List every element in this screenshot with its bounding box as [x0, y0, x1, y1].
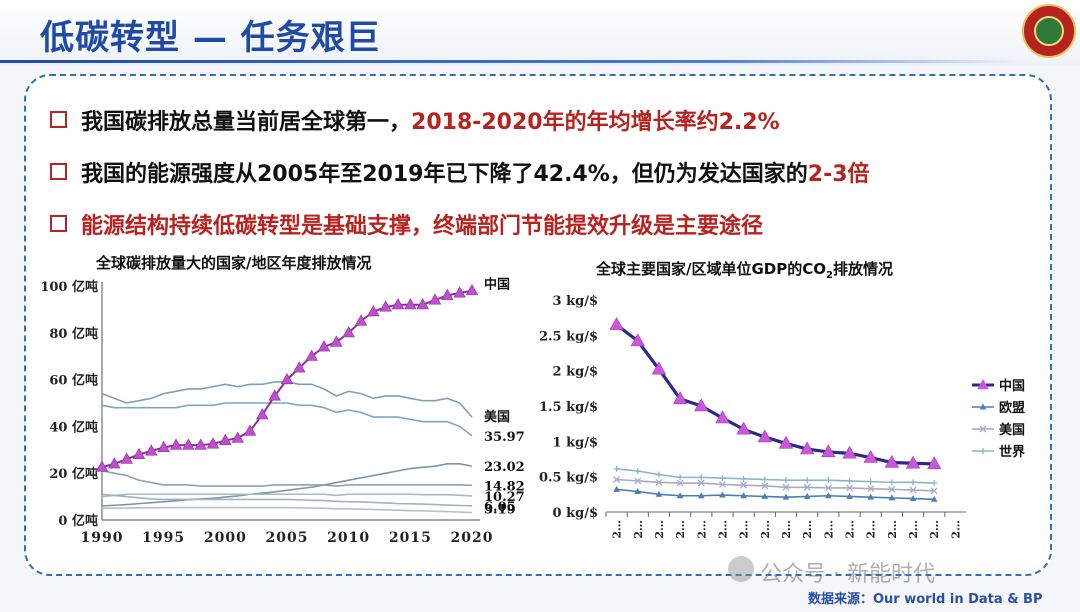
bullet-1: 我国碳排放总量当前居全球第一，2018-2020年的年均增长率约2.2%	[50, 104, 780, 136]
bullet-2: 我国的能源强度从2005年至2019年已下降了42.4%，但仍为发达国家的2-3…	[50, 156, 870, 188]
end-label: 中国	[484, 277, 510, 293]
data-point	[355, 315, 366, 325]
page-title: 低碳转型 — 任务艰巨	[40, 10, 381, 59]
end-label: 美国	[484, 409, 510, 425]
x-tick-label: 2…	[695, 520, 708, 539]
bullet-square-icon	[50, 111, 67, 128]
series-line	[617, 469, 935, 483]
data-point	[825, 477, 831, 483]
data-source: 数据来源：Our world in Data & BP	[808, 588, 1043, 607]
series-line	[102, 494, 472, 496]
x-tick-label: 2020	[451, 530, 494, 546]
legend-label: 美国	[999, 422, 1025, 438]
title-underline	[0, 60, 1020, 63]
x-tick-label: 2…	[949, 520, 962, 539]
watermark: 公众号 · 新能时代	[760, 556, 935, 588]
legend-marker	[980, 448, 986, 454]
series-line	[617, 479, 935, 490]
bullet-3: 能源结构持续低碳转型是基础支撑，终端部门节能提效升级是主要途径	[50, 208, 763, 240]
wechat-icon	[728, 556, 754, 582]
bullet-highlight: 2-3倍	[808, 162, 870, 187]
series-line	[617, 325, 935, 464]
data-point	[656, 472, 662, 478]
x-tick-label: 2…	[928, 520, 941, 539]
data-point	[614, 466, 620, 472]
y-tick-label: 3 kg/$	[553, 294, 598, 309]
bullet-text: 我国碳排放总量当前居全球第一，	[81, 110, 411, 135]
end-label: 23.02	[484, 460, 525, 475]
data-point	[306, 350, 317, 360]
x-tick-label: 1995	[142, 530, 185, 546]
data-point	[232, 432, 243, 442]
chart2-intensity: 0 kg/$ 0.5 kg/$ 1 kg/$ 1.5 kg/$ 2 kg/$ 2.5 kg…	[530, 270, 1030, 570]
end-label: 3.19	[484, 503, 516, 518]
data-point	[331, 336, 342, 346]
data-point	[762, 476, 768, 482]
y-tick-label: 0 kg/$	[553, 506, 598, 521]
legend-label: 中国	[999, 378, 1025, 394]
bullet-highlight: 2018-2020年的年均增长率约2.2%	[411, 110, 780, 135]
x-tick-label: 2…	[738, 520, 751, 539]
x-tick-label: 2…	[886, 520, 899, 539]
bullet-square-icon	[50, 215, 67, 232]
x-tick-label: 2…	[822, 520, 835, 539]
x-tick-label: 2000	[204, 530, 247, 546]
y-tick-label: 60 亿吨	[49, 373, 98, 389]
x-tick-label: 2…	[844, 520, 857, 539]
data-point	[741, 476, 747, 482]
y-tick-label: 100 亿吨	[40, 279, 98, 295]
y-tick-label: 0 亿吨	[58, 513, 98, 529]
y-tick-label: 2 kg/$	[553, 365, 598, 380]
x-tick-label: 2…	[674, 520, 687, 539]
x-tick-label: 2005	[266, 530, 309, 546]
x-tick-label: 2…	[632, 520, 645, 539]
y-tick-label: 1.5 kg/$	[539, 400, 598, 415]
x-tick-label: 2…	[801, 520, 814, 539]
series-line	[102, 508, 472, 513]
y-tick-label: 0.5 kg/$	[539, 471, 598, 486]
x-tick-label: 2…	[907, 520, 920, 539]
x-tick-label: 2…	[611, 520, 624, 539]
series-line	[102, 494, 472, 506]
y-tick-label: 40 亿吨	[49, 419, 98, 435]
data-point	[610, 318, 623, 330]
y-tick-label: 20 亿吨	[49, 466, 98, 482]
data-point	[783, 477, 789, 483]
legend-label: 欧盟	[999, 400, 1025, 416]
bullet-square-icon	[50, 163, 67, 180]
data-point	[698, 474, 704, 480]
series-line	[102, 471, 472, 486]
x-tick-label: 2…	[716, 520, 729, 539]
emblem-logo	[1022, 4, 1076, 58]
data-point	[635, 468, 641, 474]
bullet-text: 我国的能源强度从2005年至2019年已下降了42.4%，但仍为发达国家的	[81, 162, 808, 187]
y-tick-label: 1 kg/$	[553, 435, 598, 450]
x-tick-label: 2010	[327, 530, 370, 546]
x-tick-label: 2…	[780, 520, 793, 539]
data-point	[719, 475, 725, 481]
legend-label: 世界	[999, 444, 1025, 460]
x-tick-label: 1990	[81, 530, 124, 546]
x-tick-label: 2…	[653, 520, 666, 539]
data-point	[847, 478, 853, 484]
x-tick-label: 2015	[389, 530, 432, 546]
end-label: 35.97	[484, 430, 525, 445]
data-point	[804, 477, 810, 483]
data-point	[931, 480, 937, 486]
data-point	[889, 479, 895, 485]
chart1-emissions: 0 亿吨 20 亿吨 40 亿吨 60 亿吨 80 亿吨 100 亿吨 1990 1995 20…	[20, 270, 540, 570]
data-point	[466, 285, 477, 295]
series-line	[102, 403, 472, 436]
y-tick-label: 80 亿吨	[49, 326, 98, 342]
series-line	[617, 489, 935, 499]
data-point	[868, 479, 874, 485]
data-point	[677, 474, 683, 480]
x-tick-label: 2…	[865, 520, 878, 539]
series-line	[102, 382, 472, 417]
y-tick-label: 2.5 kg/$	[539, 329, 598, 344]
x-tick-label: 2…	[759, 520, 772, 539]
data-point	[910, 479, 916, 485]
bullet-highlight: 能源结构持续低碳转型是基础支撑，终端部门节能提效升级是主要途径	[81, 214, 763, 239]
